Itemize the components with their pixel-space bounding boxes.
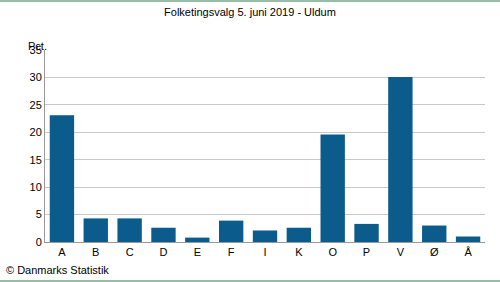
svg-text:35: 35 (30, 44, 42, 56)
svg-text:Ø: Ø (430, 246, 439, 258)
svg-text:25: 25 (30, 99, 42, 111)
svg-text:E: E (194, 246, 201, 258)
svg-text:30: 30 (30, 71, 42, 83)
svg-text:O: O (328, 246, 337, 258)
svg-text:5: 5 (36, 208, 42, 220)
svg-text:K: K (295, 246, 303, 258)
svg-text:A: A (58, 246, 66, 258)
svg-text:C: C (126, 246, 134, 258)
svg-text:B: B (92, 246, 99, 258)
svg-text:Folketingsvalg 5. juni 2019 -: Folketingsvalg 5. juni 2019 - Uldum (164, 6, 336, 18)
svg-text:0: 0 (36, 236, 42, 248)
svg-text:20: 20 (30, 126, 42, 138)
svg-text:D: D (159, 246, 167, 258)
svg-text:V: V (397, 246, 405, 258)
svg-text:Å: Å (464, 246, 472, 258)
svg-text:15: 15 (30, 154, 42, 166)
svg-text:Pct.: Pct. (28, 40, 47, 52)
svg-text:10: 10 (30, 181, 42, 193)
svg-text:I: I (263, 246, 266, 258)
svg-text:F: F (228, 246, 235, 258)
svg-text:P: P (363, 246, 370, 258)
svg-text:© Danmarks Statistik: © Danmarks Statistik (6, 264, 109, 276)
